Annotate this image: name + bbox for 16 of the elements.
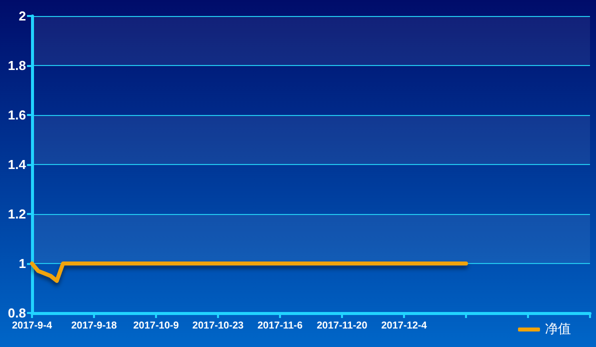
line-series (30, 262, 468, 283)
y-tick-label: 1 (18, 256, 26, 271)
y-tick-label: 1.8 (8, 58, 26, 73)
x-tick-label: 2017-11-6 (257, 320, 303, 332)
y-tick-label: 1.6 (8, 108, 26, 122)
legend-label: 净值 (545, 322, 571, 337)
y-tick-label: 1.2 (8, 206, 26, 222)
x-tick-label: 2017-9-4 (12, 320, 52, 332)
y-tick-label: 0.8 (8, 306, 26, 320)
x-tick-label: 2017-9-18 (71, 320, 118, 332)
x-tick-label: 2017-10-23 (192, 320, 244, 332)
y-tick-label: 2 (18, 8, 26, 24)
x-tick-label: 2017-11-20 (316, 320, 368, 332)
x-tick-label: 2017-10-9 (133, 320, 180, 332)
x-tick-label: 2017-12-4 (381, 320, 428, 332)
y-tick-label: 1.4 (8, 157, 27, 172)
